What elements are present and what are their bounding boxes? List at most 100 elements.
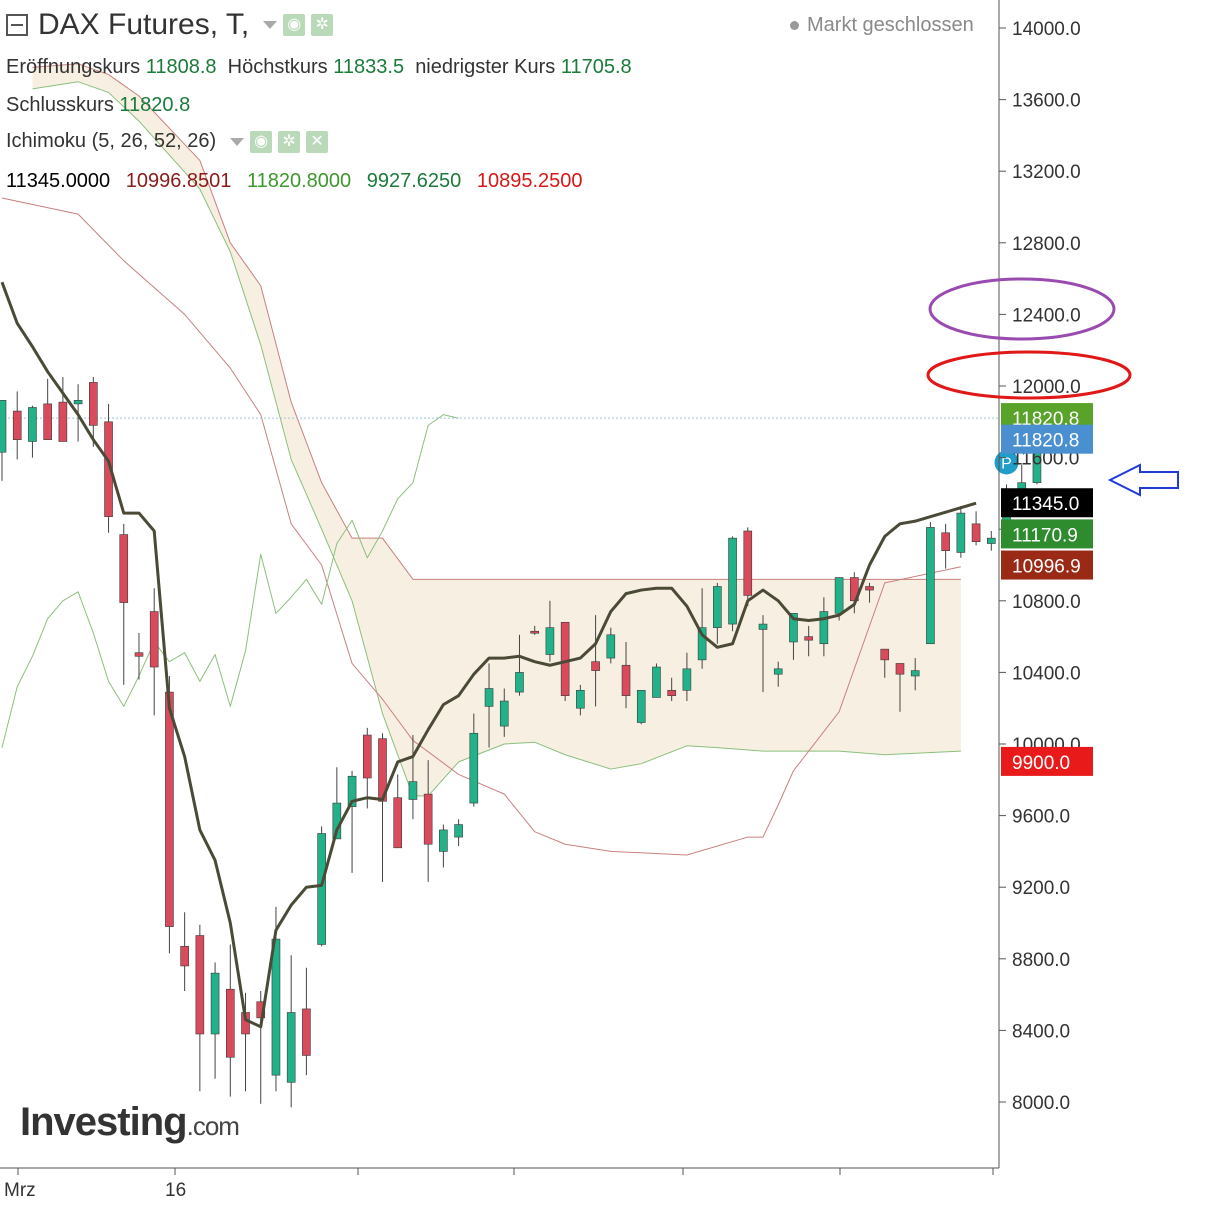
eye-icon[interactable]: ◉ bbox=[250, 130, 273, 153]
high-value: 11833.5 bbox=[333, 56, 405, 78]
x-tick-label: Mrz bbox=[4, 1180, 36, 1201]
y-tick-label: 12000.0 bbox=[1012, 377, 1081, 398]
chevron-down-icon[interactable] bbox=[230, 137, 245, 146]
candle-body[interactable] bbox=[378, 738, 387, 802]
candle-body[interactable] bbox=[180, 945, 189, 967]
candle-body[interactable] bbox=[423, 793, 433, 845]
candle-body[interactable] bbox=[560, 621, 570, 696]
logo-main: Investing bbox=[20, 1100, 188, 1144]
candle-body[interactable] bbox=[439, 829, 448, 852]
candle-body[interactable] bbox=[469, 732, 479, 804]
candle-body[interactable] bbox=[393, 797, 403, 849]
candle-body[interactable] bbox=[454, 824, 463, 838]
candle-body[interactable] bbox=[347, 775, 357, 807]
y-tick-label: 9600.0 bbox=[1012, 807, 1070, 828]
candle-body[interactable] bbox=[499, 700, 509, 727]
candle-body[interactable] bbox=[286, 1012, 296, 1083]
candle-body[interactable] bbox=[773, 668, 783, 675]
chart-title[interactable]: DAX Futures, T, bbox=[38, 8, 250, 41]
open-value: 11808.8 bbox=[145, 56, 217, 78]
p-marker[interactable] bbox=[994, 450, 1019, 475]
candle-body[interactable] bbox=[880, 648, 890, 661]
candle-body[interactable] bbox=[743, 530, 753, 596]
candle-body[interactable] bbox=[545, 627, 555, 655]
status-dot-icon bbox=[790, 21, 799, 31]
candle-body[interactable] bbox=[165, 691, 174, 927]
candle-body[interactable] bbox=[317, 833, 326, 945]
collapse-icon[interactable] bbox=[6, 14, 28, 36]
candle-body[interactable] bbox=[226, 988, 235, 1058]
candle-body[interactable] bbox=[667, 689, 676, 696]
candle-body[interactable] bbox=[576, 689, 585, 709]
candle-body[interactable] bbox=[0, 400, 7, 453]
candle-body[interactable] bbox=[591, 661, 600, 671]
y-tick-label: 12800.0 bbox=[1012, 234, 1081, 255]
candle-body[interactable] bbox=[195, 935, 205, 1035]
ohl-row: Eröffnungskurs 11808.8 Höchstkurs 11833.… bbox=[6, 56, 632, 79]
chevron-down-icon[interactable] bbox=[263, 21, 278, 29]
candle-body[interactable] bbox=[134, 652, 144, 657]
candle-body[interactable] bbox=[484, 688, 494, 707]
candle-body[interactable] bbox=[941, 532, 950, 551]
candle-body[interactable] bbox=[713, 586, 722, 628]
low-label: niedrigster Kurs bbox=[415, 56, 556, 78]
y-tick-label: 8400.0 bbox=[1012, 1021, 1070, 1042]
eye-icon[interactable]: ◉ bbox=[283, 14, 306, 36]
candle-body[interactable] bbox=[636, 689, 646, 723]
candle-body[interactable] bbox=[210, 972, 220, 1035]
indicator-value: 10895.2500 bbox=[476, 170, 583, 192]
candle-body[interactable] bbox=[408, 781, 418, 800]
candle-body[interactable] bbox=[530, 630, 540, 634]
candle-body[interactable] bbox=[895, 663, 905, 675]
candle-body[interactable] bbox=[28, 407, 37, 442]
purple-ellipse-annotation bbox=[928, 277, 1116, 341]
candle-body[interactable] bbox=[926, 527, 935, 645]
x-tick-label: 16 bbox=[165, 1180, 186, 1201]
candle-body[interactable] bbox=[697, 627, 707, 661]
candle-body[interactable] bbox=[834, 577, 844, 614]
candle-body[interactable] bbox=[58, 401, 68, 442]
candle-body[interactable] bbox=[119, 534, 129, 603]
candle-body[interactable] bbox=[804, 636, 813, 641]
candle-body[interactable] bbox=[43, 403, 52, 440]
y-tick-label: 9200.0 bbox=[1012, 878, 1070, 899]
y-tick-label: 13200.0 bbox=[1012, 162, 1081, 183]
kijun-line bbox=[1, 197, 961, 856]
candle-body[interactable] bbox=[728, 537, 737, 625]
candle-body[interactable] bbox=[956, 512, 966, 553]
price-label-box bbox=[1001, 424, 1093, 454]
close-value: 11820.8 bbox=[119, 94, 191, 116]
indicator-values-row: 11345.0000 10996.8501 11820.8000 9927.62… bbox=[6, 170, 593, 193]
candle-body[interactable] bbox=[621, 664, 631, 696]
candle-body[interactable] bbox=[682, 668, 692, 691]
candle-body[interactable] bbox=[819, 611, 829, 645]
chikou-line bbox=[1, 414, 459, 748]
candle-body[interactable] bbox=[789, 613, 798, 643]
candle-body[interactable] bbox=[73, 400, 83, 405]
candle-body[interactable] bbox=[910, 670, 920, 677]
candle-body[interactable] bbox=[971, 523, 981, 543]
candle-body[interactable] bbox=[12, 410, 22, 440]
market-status: Markt geschlossen bbox=[790, 14, 974, 37]
candle-body[interactable] bbox=[302, 1008, 311, 1056]
price-label: 9900.0 bbox=[1012, 753, 1070, 774]
price-label-box bbox=[1001, 746, 1093, 776]
candle-body[interactable] bbox=[606, 634, 616, 659]
candle-body[interactable] bbox=[652, 666, 661, 698]
candle-body[interactable] bbox=[271, 938, 281, 1076]
candle-body[interactable] bbox=[758, 623, 768, 630]
price-label-box bbox=[1001, 550, 1093, 580]
candle-body[interactable] bbox=[865, 586, 874, 591]
candle-body[interactable] bbox=[104, 421, 113, 517]
indicator-name[interactable]: Ichimoku (5, 26, 52, 26) bbox=[6, 130, 217, 152]
p-marker-label: P bbox=[1001, 455, 1012, 472]
close-icon[interactable]: ✕ bbox=[306, 130, 329, 153]
candle-body[interactable] bbox=[149, 611, 159, 668]
gear-icon[interactable]: ✲ bbox=[278, 130, 301, 153]
gear-icon[interactable]: ✲ bbox=[311, 14, 334, 36]
candle-body[interactable] bbox=[986, 537, 996, 544]
candle-body[interactable] bbox=[515, 672, 524, 693]
candle-body[interactable] bbox=[89, 382, 98, 426]
candle-body[interactable] bbox=[362, 734, 372, 779]
